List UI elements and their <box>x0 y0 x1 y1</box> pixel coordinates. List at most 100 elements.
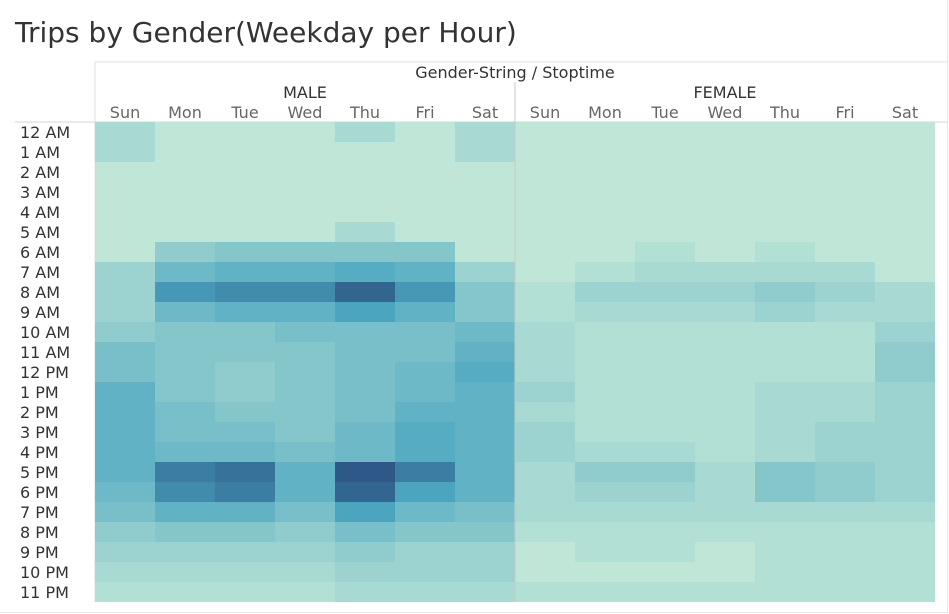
heatmap-cell-female-sun-16 <box>515 442 575 462</box>
heatmap-cell-male-fri-15 <box>395 422 455 442</box>
heatmap-cell-male-wed-14 <box>275 402 335 422</box>
heatmap-cell-female-fri-1 <box>815 142 875 162</box>
heatmap-cell-female-sat-23 <box>875 582 935 602</box>
heatmap-cell-male-thu-8 <box>335 282 395 302</box>
heatmap-cell-female-sat-11 <box>875 342 935 362</box>
heatmap-cell-female-sun-14 <box>515 402 575 422</box>
heatmap-cell-female-tue-3 <box>635 182 695 202</box>
day-label-female-wed: Wed <box>708 103 743 122</box>
heatmap-cell-male-sun-15 <box>95 422 155 442</box>
heatmap-cell-male-fri-22 <box>395 562 455 582</box>
heatmap-cell-female-mon-13 <box>575 382 635 402</box>
heatmap-cell-female-tue-22 <box>635 562 695 582</box>
heatmap-cell-female-tue-20 <box>635 522 695 542</box>
heatmap-cell-male-mon-0 <box>155 122 215 142</box>
heatmap-cell-female-tue-19 <box>635 502 695 522</box>
day-label-female-fri: Fri <box>835 103 854 122</box>
heatmap-cell-female-tue-10 <box>635 322 695 342</box>
heatmap-cell-male-wed-9 <box>275 302 335 322</box>
heatmap-cell-female-thu-17 <box>755 462 815 482</box>
heatmap-cell-female-wed-21 <box>695 542 755 562</box>
hour-label: 7 PM <box>20 503 59 522</box>
heatmap-cell-male-wed-6 <box>275 242 335 262</box>
heatmap-cell-male-tue-2 <box>215 162 275 182</box>
heatmap-cell-female-sun-17 <box>515 462 575 482</box>
heatmap-cell-male-sun-7 <box>95 262 155 282</box>
heatmap-cell-female-sun-6 <box>515 242 575 262</box>
heatmap-cell-female-wed-4 <box>695 202 755 222</box>
hour-label: 8 AM <box>20 283 60 302</box>
heatmap-cell-female-wed-2 <box>695 162 755 182</box>
heatmap-cell-female-thu-8 <box>755 282 815 302</box>
heatmap-cell-female-sat-13 <box>875 382 935 402</box>
heatmap-cell-female-tue-15 <box>635 422 695 442</box>
heatmap-cell-female-sat-4 <box>875 202 935 222</box>
heatmap-cell-female-mon-19 <box>575 502 635 522</box>
heatmap-cell-female-mon-18 <box>575 482 635 502</box>
heatmap-cell-male-wed-1 <box>275 142 335 162</box>
heatmap-cell-female-tue-8 <box>635 282 695 302</box>
heatmap-cell-female-thu-5 <box>755 222 815 242</box>
heatmap-cell-female-thu-18 <box>755 482 815 502</box>
heatmap-cell-female-wed-19 <box>695 502 755 522</box>
heatmap-cell-female-sun-4 <box>515 202 575 222</box>
heatmap-cell-male-thu-5 <box>335 222 395 242</box>
heatmap-cell-male-wed-18 <box>275 482 335 502</box>
heatmap-cell-male-tue-16 <box>215 442 275 462</box>
heatmap-cell-female-sun-22 <box>515 562 575 582</box>
heatmap-cell-female-wed-23 <box>695 582 755 602</box>
heatmap-cell-female-sun-18 <box>515 482 575 502</box>
heatmap-cell-male-tue-6 <box>215 242 275 262</box>
heatmap-cell-female-thu-2 <box>755 162 815 182</box>
heatmap-cell-female-tue-17 <box>635 462 695 482</box>
hour-label: 6 PM <box>20 483 59 502</box>
heatmap-cell-female-wed-3 <box>695 182 755 202</box>
heatmap-cell-male-sat-16 <box>455 442 515 462</box>
heatmap-cell-female-sun-21 <box>515 542 575 562</box>
heatmap-cell-female-tue-6 <box>635 242 695 262</box>
heatmap-cell-female-tue-23 <box>635 582 695 602</box>
heatmap-cell-male-tue-23 <box>215 582 275 602</box>
heatmap-cell-male-tue-9 <box>215 302 275 322</box>
heatmap-cell-male-fri-16 <box>395 442 455 462</box>
heatmap-cell-female-tue-16 <box>635 442 695 462</box>
heatmap-cell-female-sat-3 <box>875 182 935 202</box>
heatmap-cell-male-thu-6 <box>335 242 395 262</box>
hour-label: 3 PM <box>20 423 59 442</box>
heatmap-cell-male-tue-14 <box>215 402 275 422</box>
heatmap-cell-male-mon-18 <box>155 482 215 502</box>
hour-label: 11 PM <box>20 583 69 602</box>
heatmap-cell-female-sun-15 <box>515 422 575 442</box>
heatmap-cell-female-thu-13 <box>755 382 815 402</box>
heatmap-cell-male-wed-5 <box>275 222 335 242</box>
heatmap-cell-male-wed-2 <box>275 162 335 182</box>
heatmap-cell-male-wed-21 <box>275 542 335 562</box>
heatmap-cell-male-thu-4 <box>335 202 395 222</box>
heatmap-cell-female-sun-13 <box>515 382 575 402</box>
heatmap-cell-female-sun-19 <box>515 502 575 522</box>
heatmap-cell-male-sun-0 <box>95 122 155 142</box>
heatmap-cell-male-tue-7 <box>215 262 275 282</box>
day-label-male-wed: Wed <box>288 103 323 122</box>
heatmap-cell-male-wed-22 <box>275 562 335 582</box>
heatmap-cell-female-sun-1 <box>515 142 575 162</box>
heatmap-cell-female-mon-5 <box>575 222 635 242</box>
heatmap-cell-male-tue-10 <box>215 322 275 342</box>
heatmap-cell-female-mon-9 <box>575 302 635 322</box>
heatmap-cell-female-sun-5 <box>515 222 575 242</box>
heatmap-cell-male-thu-10 <box>335 322 395 342</box>
heatmap-cell-male-wed-13 <box>275 382 335 402</box>
heatmap-cell-female-fri-7 <box>815 262 875 282</box>
heatmap-cell-female-sat-0 <box>875 122 935 142</box>
heatmap-cell-male-sat-7 <box>455 262 515 282</box>
chart-title: Trips by Gender(Weekday per Hour) <box>15 16 517 49</box>
heatmap-cell-female-mon-17 <box>575 462 635 482</box>
day-label-male-sun: Sun <box>110 103 140 122</box>
heatmap-cell-female-tue-1 <box>635 142 695 162</box>
heatmap-cell-male-thu-16 <box>335 442 395 462</box>
heatmap-cell-female-wed-16 <box>695 442 755 462</box>
hour-label: 4 AM <box>20 203 60 222</box>
heatmap-cell-female-wed-1 <box>695 142 755 162</box>
heatmap-cell-male-mon-17 <box>155 462 215 482</box>
heatmap-cell-female-wed-20 <box>695 522 755 542</box>
